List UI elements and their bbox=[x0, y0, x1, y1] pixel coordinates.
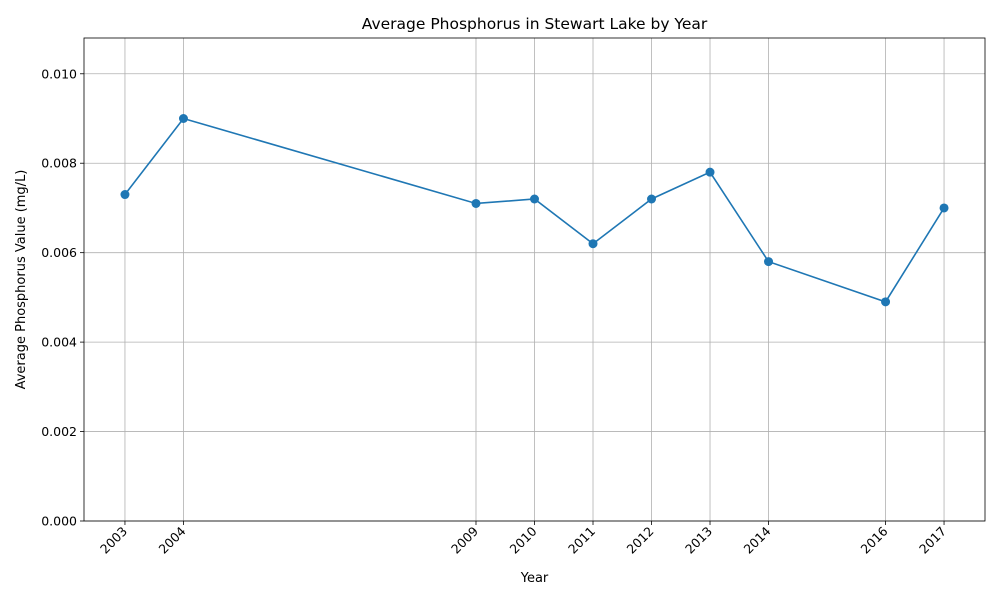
y-axis-label: Average Phosphorus Value (mg/L) bbox=[14, 170, 29, 390]
y-tick-label: 0.000 bbox=[41, 514, 77, 529]
x-tick-label: 2014 bbox=[741, 523, 774, 556]
chart-title: Average Phosphorus in Stewart Lake by Ye… bbox=[362, 15, 708, 33]
x-tick-label: 2003 bbox=[97, 524, 130, 557]
x-tick-label: 2004 bbox=[155, 523, 188, 556]
series-line bbox=[124, 117, 945, 303]
grid-lines bbox=[84, 38, 985, 522]
x-tick-label: 2012 bbox=[624, 524, 657, 557]
x-tick-label: 2013 bbox=[682, 524, 715, 557]
x-tick-label: 2010 bbox=[507, 523, 540, 556]
data-point bbox=[705, 167, 715, 177]
x-axis-label: Year bbox=[520, 571, 549, 586]
y-tick-label: 0.002 bbox=[41, 424, 77, 439]
data-point bbox=[588, 239, 598, 249]
data-point bbox=[939, 203, 949, 213]
x-axis-ticks: 2003 2004 2009 2010 2011 2012 2013 2014 2016 2017 bbox=[97, 521, 949, 557]
data-point bbox=[647, 194, 657, 204]
y-tick-label: 0.004 bbox=[41, 335, 77, 350]
series-phosphorus bbox=[120, 114, 949, 307]
data-point bbox=[178, 114, 188, 123]
data-point bbox=[764, 257, 774, 267]
y-tick-label: 0.010 bbox=[41, 66, 77, 81]
data-point bbox=[471, 198, 481, 208]
y-tick-label: 0.006 bbox=[41, 245, 77, 260]
y-axis-ticks: 0.000 0.002 0.004 0.006 0.008 0.010 bbox=[41, 66, 84, 529]
data-point bbox=[120, 190, 130, 200]
data-point bbox=[530, 194, 539, 204]
x-tick-label: 2009 bbox=[448, 523, 481, 556]
y-tick-label: 0.008 bbox=[41, 156, 77, 171]
x-tick-label: 2011 bbox=[565, 524, 598, 557]
x-tick-label: 2017 bbox=[916, 524, 949, 557]
x-tick-label: 2016 bbox=[858, 523, 891, 556]
data-point bbox=[881, 297, 891, 307]
